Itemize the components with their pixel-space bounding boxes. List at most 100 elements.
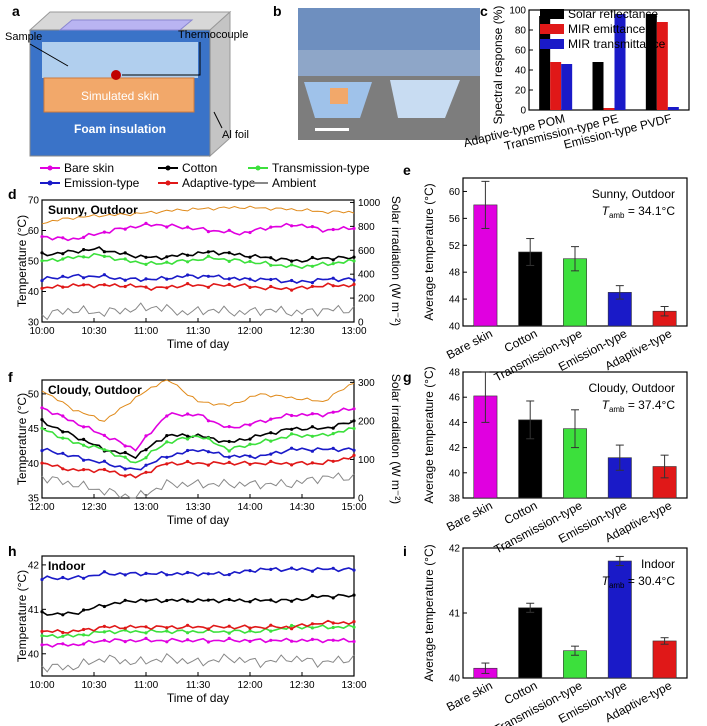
legend-label: Bare skin	[64, 161, 114, 175]
panel-annotation: Indoor	[48, 559, 86, 573]
series-point	[310, 626, 314, 630]
series-point	[40, 629, 44, 634]
series-point	[123, 640, 127, 644]
series-point	[123, 278, 127, 282]
panel-h: h 40 41 42 10:00 10:30 11:00 11:30 12:00 12:30 13…	[8, 543, 367, 705]
series-point	[331, 446, 335, 450]
series-point	[123, 598, 127, 602]
y2-tick-label: 100	[358, 455, 375, 466]
series-point	[248, 437, 252, 441]
photo-device-right	[390, 80, 460, 118]
legend-marker	[165, 180, 171, 186]
panel-label-i: i	[403, 543, 407, 559]
series-point	[40, 610, 44, 614]
series-point	[82, 437, 86, 441]
series-point	[61, 236, 65, 240]
series-point	[206, 572, 210, 576]
series-point	[310, 255, 314, 260]
panel-label-g: g	[403, 369, 412, 385]
x-tick-label: 13:00	[341, 326, 366, 337]
series-point	[290, 259, 294, 263]
series-point	[290, 639, 294, 643]
x-tick-label: 12:30	[289, 680, 314, 691]
y-axis-label: Temperature (°C)	[15, 393, 29, 485]
series-point	[61, 642, 65, 646]
panel-a: a Simulated skin Foam insulation Sample …	[5, 3, 249, 158]
series-point	[61, 430, 65, 434]
series-point	[352, 282, 356, 286]
tamb-symbol: T	[602, 204, 611, 218]
series-point	[331, 410, 335, 414]
x-tick-label: 11:30	[186, 326, 211, 337]
y-tick-label: 60	[449, 187, 461, 198]
legend-label: Ambient	[272, 176, 317, 190]
series-point	[331, 258, 335, 262]
tamb-symbol: T	[602, 574, 611, 588]
series-point	[186, 273, 190, 277]
series-point	[123, 573, 127, 577]
series-point	[144, 463, 148, 467]
series-line-adaptive-type	[41, 454, 355, 479]
series-point	[165, 573, 169, 577]
series-point	[102, 624, 106, 629]
series-point	[248, 462, 252, 466]
series-point	[310, 461, 314, 465]
legend-marker	[255, 165, 261, 171]
y2-tick-label: 600	[358, 246, 375, 257]
series-point	[206, 254, 210, 258]
panel-f: f 35 40 45 50 12:00 12:30 13:00 13:30 14:00 14:30…	[8, 369, 403, 527]
series-point	[165, 462, 169, 466]
series-point	[144, 434, 148, 438]
panel-annotation: Cloudy, Outdoor	[48, 383, 142, 397]
series-point	[102, 448, 106, 452]
series-point	[227, 251, 231, 255]
series-point	[40, 259, 44, 263]
series-point	[40, 279, 44, 283]
series-point	[206, 463, 210, 467]
series-point	[352, 453, 356, 457]
series-line-bare-skin	[41, 407, 355, 452]
panel-label-h: h	[8, 543, 17, 559]
y-axis-label: Average temperature (°C)	[422, 544, 436, 681]
legend-marker	[47, 180, 53, 186]
series-line-ambient	[41, 652, 355, 673]
series-point	[40, 461, 44, 465]
y-tick-label: 42	[449, 544, 461, 555]
x-tick-label: 13:00	[133, 502, 158, 513]
series-point	[331, 459, 335, 463]
series-point	[61, 252, 65, 256]
y-tick-label: 60	[28, 226, 40, 237]
series-point	[102, 283, 106, 287]
y-tick-label: 40	[449, 322, 461, 333]
series-point	[227, 636, 231, 641]
panel-annotation: Sunny, Outdoor	[592, 187, 675, 201]
series-point	[352, 568, 356, 572]
series-point	[269, 256, 273, 260]
y-tick-label: 48	[449, 268, 461, 279]
series-point	[61, 257, 65, 261]
series-point	[310, 569, 314, 573]
series-point	[227, 282, 231, 287]
series-point	[290, 446, 294, 450]
series-point	[186, 623, 190, 627]
series-point	[352, 255, 356, 259]
series-line-solar-irradiation	[41, 379, 355, 422]
legend-label: Transmission-type	[272, 161, 370, 175]
y-tick-label: 56	[449, 214, 461, 225]
y-tick-label: 50	[28, 389, 40, 400]
ambient-temperature: Tamb = 30.4°C	[602, 574, 676, 590]
series-point	[248, 569, 252, 573]
series-point	[144, 255, 148, 259]
x-tick-label: 13:30	[185, 502, 210, 513]
y-tick-label: 38	[449, 494, 461, 505]
series-point	[102, 570, 106, 574]
series-point	[123, 284, 127, 289]
legend-label: MIR emittance	[568, 22, 646, 36]
series-point	[352, 407, 356, 411]
series-point	[40, 426, 44, 430]
y2-tick-label: 0	[358, 318, 364, 329]
series-point	[331, 276, 335, 280]
series-point	[102, 230, 106, 234]
series-point	[248, 639, 252, 644]
